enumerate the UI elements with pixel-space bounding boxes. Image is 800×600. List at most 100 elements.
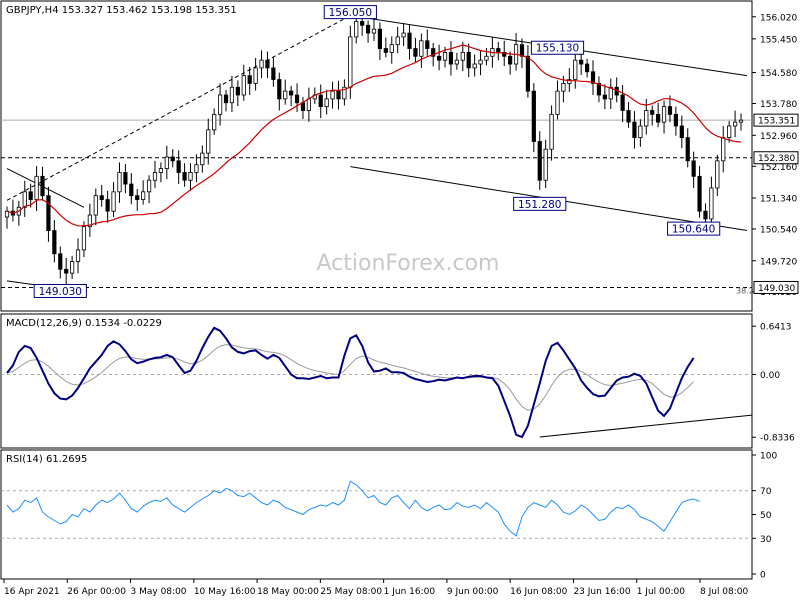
candle bbox=[229, 75, 235, 112]
candle bbox=[324, 89, 329, 115]
time-tick-label: 1 Jun 16:00 bbox=[384, 587, 436, 597]
candle bbox=[235, 80, 240, 106]
candle bbox=[365, 20, 371, 43]
price-tick-label: 155.450 bbox=[760, 35, 797, 45]
time-tick-label: 1 Jul 00:00 bbox=[637, 587, 686, 597]
time-tick-label: 9 Jun 00:00 bbox=[447, 587, 499, 597]
candle-body bbox=[437, 55, 442, 61]
price-tag-153.351: 153.351 bbox=[753, 113, 799, 127]
candle-body bbox=[146, 179, 152, 193]
candle bbox=[549, 105, 554, 161]
candle-body bbox=[330, 90, 335, 100]
candle bbox=[212, 108, 217, 135]
candle-body bbox=[525, 55, 531, 92]
price-tick-label: 156.020 bbox=[760, 13, 797, 23]
price-tick-label: 153.780 bbox=[760, 100, 797, 110]
candle-body bbox=[383, 48, 388, 53]
candle bbox=[283, 79, 288, 105]
candle-body bbox=[294, 94, 300, 104]
candle-body bbox=[99, 195, 104, 200]
price-tag-box bbox=[753, 113, 799, 127]
candle bbox=[277, 72, 282, 111]
candle-body bbox=[697, 175, 702, 212]
candle-body bbox=[342, 86, 347, 100]
candle-body bbox=[732, 121, 738, 127]
candle-body bbox=[377, 28, 383, 49]
candle bbox=[531, 83, 536, 153]
candle bbox=[472, 54, 477, 77]
candle-body bbox=[620, 94, 625, 111]
candle bbox=[460, 41, 465, 72]
candle bbox=[217, 83, 223, 126]
candle bbox=[99, 184, 104, 207]
candle bbox=[573, 54, 578, 89]
time-tick-label: 3 May 08:00 bbox=[131, 587, 187, 597]
candle bbox=[146, 175, 152, 204]
candle-body bbox=[650, 110, 655, 115]
price-panel-frame bbox=[0, 0, 753, 312]
candle bbox=[93, 188, 98, 226]
candle-body bbox=[608, 86, 613, 100]
candle bbox=[661, 100, 667, 134]
candle-body bbox=[596, 82, 602, 96]
candle bbox=[354, 15, 359, 44]
candle-body bbox=[4, 210, 10, 218]
candle bbox=[70, 255, 75, 279]
price-tag-149.030: 149.030 bbox=[753, 280, 799, 294]
candle-body bbox=[158, 168, 164, 173]
candle bbox=[135, 188, 140, 211]
candle-body bbox=[111, 191, 116, 212]
candle-body bbox=[360, 21, 365, 26]
time-tick-label: 16 Jun 08:00 bbox=[510, 587, 567, 597]
candle-body bbox=[389, 44, 394, 53]
candle-body bbox=[425, 40, 430, 49]
candle-body bbox=[519, 44, 525, 57]
candle bbox=[626, 102, 631, 128]
candle-body bbox=[632, 121, 637, 139]
candle bbox=[567, 68, 572, 92]
candle-body bbox=[395, 36, 400, 46]
candle bbox=[289, 85, 294, 106]
candle-body bbox=[241, 75, 246, 96]
time-tick-label: 18 May 00:00 bbox=[257, 587, 319, 597]
candle bbox=[22, 180, 27, 218]
candle bbox=[75, 238, 81, 274]
candle bbox=[105, 190, 110, 223]
candle bbox=[638, 119, 643, 147]
candle-body bbox=[200, 152, 205, 166]
price-tick-label: 150.540 bbox=[760, 225, 797, 235]
candle-body bbox=[46, 195, 51, 231]
candle-body bbox=[217, 94, 223, 115]
trendline-0 bbox=[6, 15, 351, 201]
candle bbox=[330, 81, 335, 109]
price-annotations: 156.050 155.130 151.280 150.640 149.030 bbox=[33, 5, 721, 298]
candle-body bbox=[484, 55, 489, 61]
candle-body bbox=[537, 141, 542, 181]
candle bbox=[265, 51, 270, 79]
candle-body bbox=[644, 110, 649, 127]
candle-body bbox=[431, 48, 436, 57]
candle-body bbox=[87, 214, 92, 228]
candle bbox=[241, 64, 246, 101]
candle bbox=[206, 118, 211, 165]
candle-body bbox=[117, 172, 122, 193]
rsi-tick-label: 50 bbox=[760, 511, 772, 521]
candle-body bbox=[656, 113, 661, 123]
candle bbox=[188, 163, 193, 191]
candle bbox=[194, 154, 199, 183]
candle-body bbox=[52, 230, 57, 255]
candle-body bbox=[685, 137, 690, 162]
candle-body bbox=[212, 113, 217, 131]
candle-body bbox=[70, 261, 75, 274]
candle-body bbox=[182, 172, 187, 181]
candle-body bbox=[442, 52, 448, 61]
candle bbox=[596, 76, 602, 103]
candle bbox=[413, 37, 418, 63]
candle bbox=[620, 85, 625, 123]
macd-tick-label: 0.6413 bbox=[760, 323, 792, 333]
candle bbox=[466, 43, 471, 78]
rsi-tick-label: 100 bbox=[760, 452, 777, 462]
candle-body bbox=[543, 148, 548, 181]
candle bbox=[543, 139, 548, 189]
